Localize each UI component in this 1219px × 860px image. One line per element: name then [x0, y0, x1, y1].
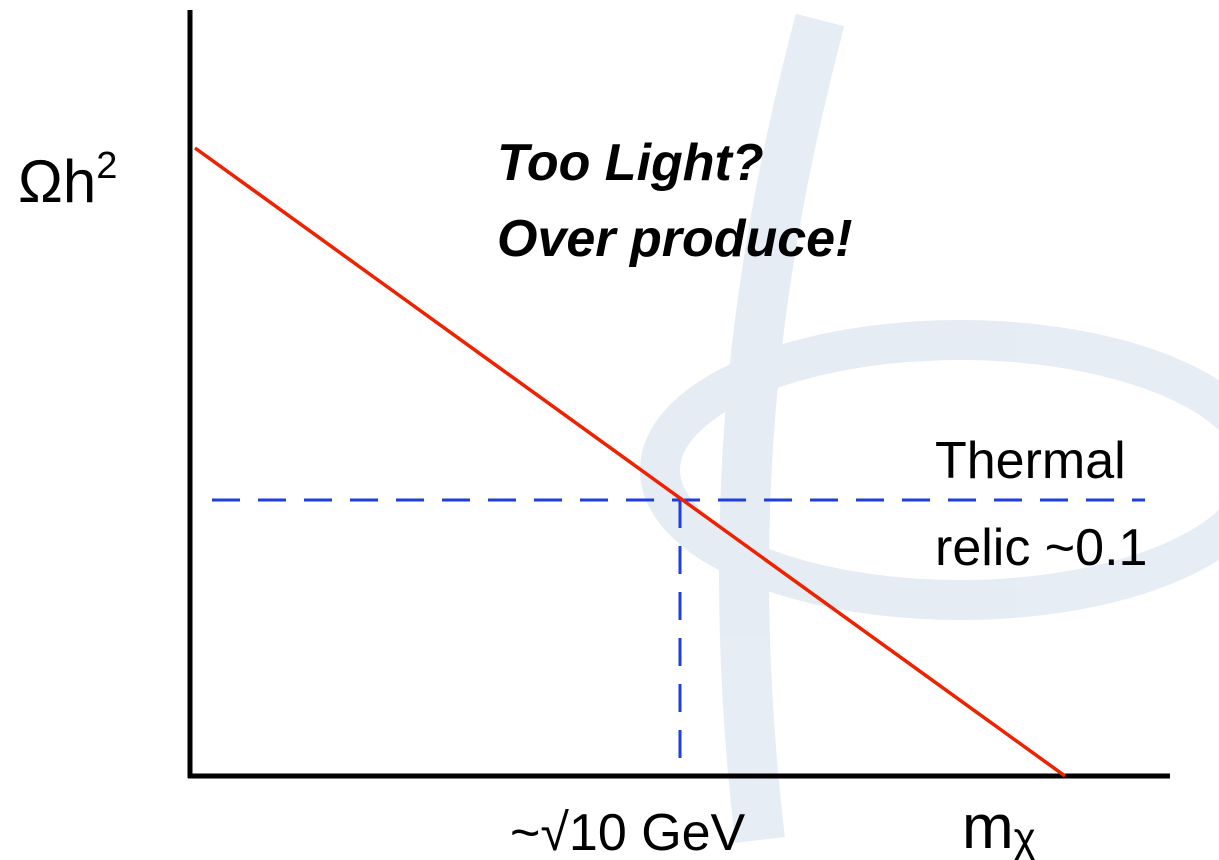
curve [193, 146, 1067, 778]
y-axis-label: Ωh2 [18, 145, 117, 215]
x-axis-label-sub: χ [1014, 814, 1036, 860]
annotation: Too Light? [497, 134, 764, 192]
reference-label: Thermal [935, 432, 1126, 490]
y-axis-label-base: Ωh [18, 148, 96, 215]
watermark [640, 13, 1219, 843]
reference-label: relic ~0.1 [935, 519, 1147, 577]
x-marker-label: ~√10 GeV [510, 804, 746, 860]
y-axis-label-sup: 2 [96, 145, 117, 187]
annotation: Over produce! [497, 210, 852, 268]
x-axis-label-base: m [962, 793, 1014, 860]
x-axis-label: mχ [962, 793, 1036, 860]
